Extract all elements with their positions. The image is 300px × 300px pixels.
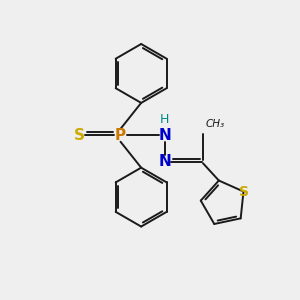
- Text: S: S: [238, 184, 248, 199]
- Text: N: N: [158, 154, 171, 169]
- Text: N: N: [158, 128, 171, 143]
- Text: H: H: [160, 113, 169, 126]
- Text: P: P: [115, 128, 126, 143]
- Text: S: S: [74, 128, 85, 143]
- Text: CH₃: CH₃: [206, 119, 225, 129]
